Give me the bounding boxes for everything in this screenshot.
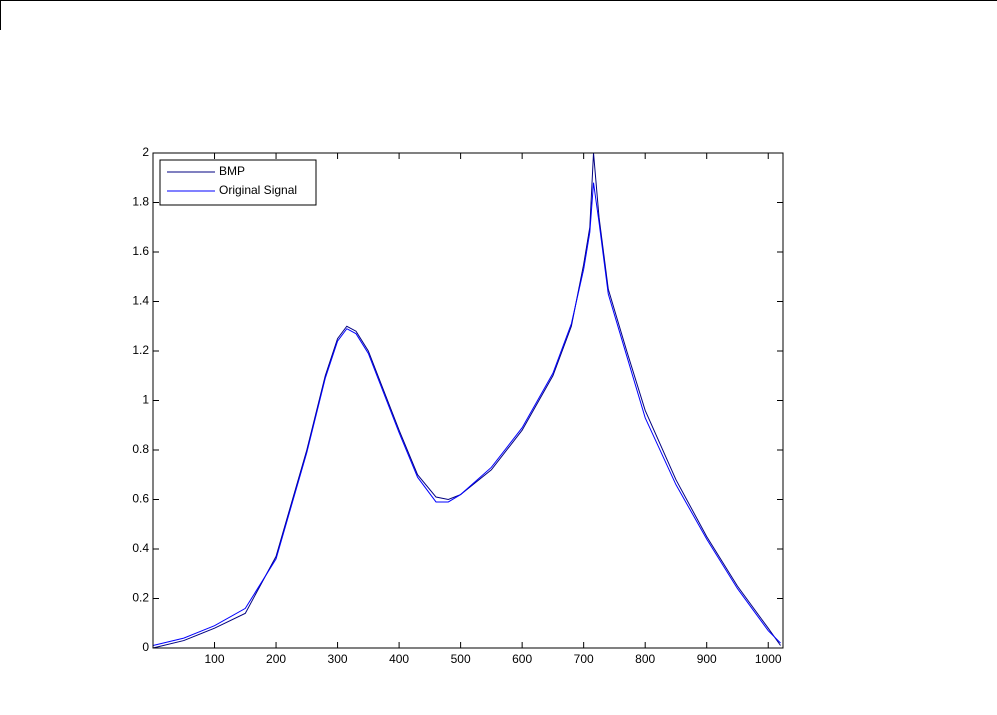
x-tick-label: 500 — [451, 652, 471, 666]
legend-label: BMP — [219, 164, 245, 178]
y-tick-label: 1.8 — [132, 195, 149, 209]
x-tick-label: 100 — [205, 652, 225, 666]
y-tick-label: 0.6 — [132, 492, 149, 506]
y-tick-label: 2 — [142, 145, 149, 159]
y-tick-label: 1 — [142, 393, 149, 407]
plot-area — [153, 153, 783, 648]
x-tick-label: 800 — [635, 652, 655, 666]
y-tick-label: 0.4 — [132, 541, 149, 555]
x-tick-label: 700 — [574, 652, 594, 666]
x-tick-label: 200 — [266, 652, 286, 666]
x-tick-label: 400 — [389, 652, 409, 666]
y-tick-label: 0.8 — [132, 442, 149, 456]
x-tick-label: 900 — [697, 652, 717, 666]
series-line — [152, 182, 781, 647]
x-tick-label: 1000 — [755, 652, 782, 666]
y-tick-label: 1.4 — [132, 294, 149, 308]
x-tick-label: 300 — [328, 652, 348, 666]
x-tick-label: 600 — [512, 652, 532, 666]
legend-label: Original Signal — [219, 183, 297, 197]
y-tick-label: 1.2 — [132, 343, 149, 357]
axes-box — [152, 152, 784, 649]
y-tick-label: 0 — [142, 640, 149, 654]
y-tick-label: 1.6 — [132, 244, 149, 258]
legend-box — [159, 159, 317, 206]
series-line — [152, 152, 781, 649]
y-tick-label: 0.2 — [132, 591, 149, 605]
